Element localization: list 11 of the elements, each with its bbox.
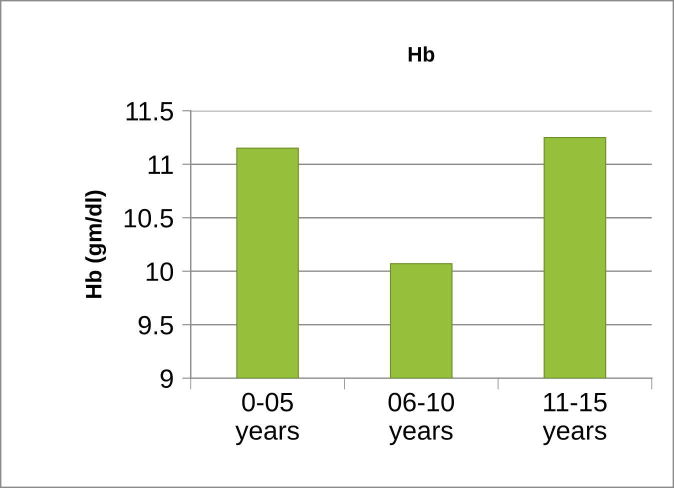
y-tick-label: 10.5 — [124, 208, 173, 228]
x-tick-label: 06-10 years — [388, 392, 454, 446]
x-tick-label: 11-15 years — [542, 393, 607, 446]
y-tick-label: 11 — [148, 156, 173, 174]
chart-title: Hb — [408, 46, 434, 62]
y-axis-title: Hb (gm/dl) — [85, 190, 106, 298]
y-tick-label: 10 — [146, 262, 174, 282]
y-tick-label: 11.5 — [126, 102, 173, 121]
y-tick-label: 9 — [160, 369, 173, 388]
x-tick-label: 0-05 years — [235, 392, 299, 446]
y-tick-label: 9.5 — [138, 316, 173, 335]
